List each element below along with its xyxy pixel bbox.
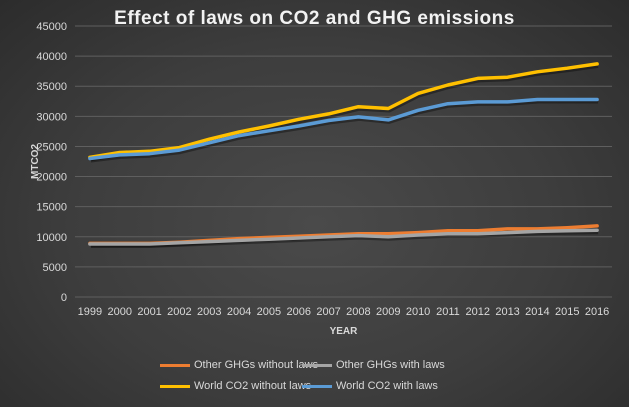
y-tick-label: 10000 [36,232,67,244]
series-line-3 [88,97,599,161]
x-tick-label: 2005 [257,306,281,318]
y-tick-label: 25000 [36,141,67,153]
series-line-2 [88,62,599,160]
y-axis-label: MTCO2 [30,144,41,179]
chart-title: Effect of laws on CO2 and GHG emissions [114,8,515,29]
x-tick-label: 2001 [137,306,161,318]
x-tick-label: 2006 [287,306,311,318]
legend-swatch [302,363,332,367]
x-tick-label: 2012 [466,306,490,318]
legend-item-2: World CO2 without laws [160,380,311,392]
series-line-shadow [90,63,599,162]
x-axis-label: YEAR [330,326,359,337]
x-tick-label: 2014 [525,306,549,318]
x-tick-label: 2011 [436,306,460,318]
y-tick-label: 0 [61,292,67,304]
x-tick-label: 2010 [406,306,430,318]
x-tick-label: 2009 [376,306,400,318]
x-tick-label: 2016 [585,306,609,318]
legend-swatch [302,384,332,388]
x-tick-label: 2004 [227,306,251,318]
legend-item-1: Other GHGs with laws [302,359,445,371]
x-tick-label: 2003 [197,306,221,318]
y-tick-label: 5000 [43,262,67,274]
legend-label: Other GHGs without laws [194,359,319,371]
series-line-shadow [90,99,599,163]
y-tick-label: 35000 [36,81,67,93]
legend-item-0: Other GHGs without laws [160,359,318,371]
legend-label: World CO2 without laws [194,380,312,392]
x-tick-label: 2007 [316,306,340,318]
series-line-1 [88,228,599,246]
legend-swatch [160,363,190,367]
legend-label: World CO2 with laws [336,380,438,392]
y-tick-label: 45000 [36,21,67,33]
legend-swatch [160,384,190,388]
x-tick-label: 2008 [346,306,370,318]
y-tick-label: 30000 [36,111,67,123]
x-tick-label: 2013 [495,306,519,318]
legend-item-3: World CO2 with laws [302,380,438,392]
legend-label: Other GHGs with laws [336,359,445,371]
series-line-shadow [90,230,599,248]
x-tick-label: 1999 [78,306,102,318]
y-tick-label: 20000 [36,172,67,184]
x-tick-label: 2015 [555,306,579,318]
x-tick-label: 2000 [108,306,132,318]
x-tick-label: 2002 [167,306,191,318]
y-tick-label: 15000 [36,202,67,214]
y-tick-label: 40000 [36,51,67,63]
